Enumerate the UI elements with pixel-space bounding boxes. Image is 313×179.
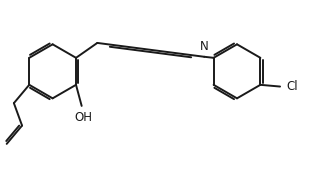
Text: OH: OH <box>74 111 92 124</box>
Text: N: N <box>200 40 209 53</box>
Text: Cl: Cl <box>286 80 298 93</box>
